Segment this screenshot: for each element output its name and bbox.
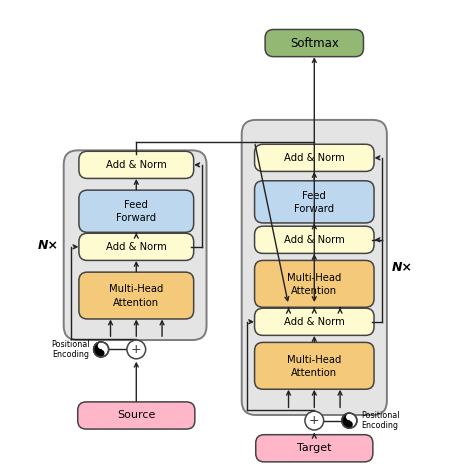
Text: Feed: Feed bbox=[302, 191, 326, 201]
FancyBboxPatch shape bbox=[255, 260, 374, 307]
Text: Multi-Head: Multi-Head bbox=[287, 273, 341, 283]
FancyBboxPatch shape bbox=[79, 151, 194, 178]
Text: Add & Norm: Add & Norm bbox=[106, 160, 167, 170]
Polygon shape bbox=[342, 413, 349, 428]
FancyBboxPatch shape bbox=[78, 402, 195, 429]
Text: Add & Norm: Add & Norm bbox=[284, 235, 345, 245]
Text: Forward: Forward bbox=[116, 213, 156, 223]
FancyBboxPatch shape bbox=[265, 29, 364, 57]
Text: +: + bbox=[131, 343, 142, 356]
FancyBboxPatch shape bbox=[242, 120, 387, 415]
Text: N×: N× bbox=[392, 261, 412, 274]
FancyBboxPatch shape bbox=[64, 150, 207, 340]
Text: +: + bbox=[309, 414, 319, 427]
Text: Forward: Forward bbox=[294, 204, 334, 214]
Circle shape bbox=[347, 422, 352, 427]
Text: Attention: Attention bbox=[291, 286, 337, 296]
Text: Add & Norm: Add & Norm bbox=[284, 153, 345, 163]
Text: Multi-Head: Multi-Head bbox=[287, 355, 341, 365]
FancyBboxPatch shape bbox=[255, 144, 374, 172]
Circle shape bbox=[127, 340, 146, 359]
Circle shape bbox=[99, 350, 104, 356]
Text: Attention: Attention bbox=[113, 298, 159, 308]
Text: Multi-Head: Multi-Head bbox=[109, 284, 164, 294]
FancyBboxPatch shape bbox=[255, 181, 374, 223]
FancyBboxPatch shape bbox=[255, 226, 374, 254]
Polygon shape bbox=[94, 342, 101, 357]
FancyBboxPatch shape bbox=[256, 435, 373, 462]
Circle shape bbox=[305, 411, 324, 430]
Text: Source: Source bbox=[117, 410, 155, 420]
Text: Positional
Encoding: Positional Encoding bbox=[361, 411, 400, 430]
Text: Softmax: Softmax bbox=[290, 36, 339, 50]
Text: Feed: Feed bbox=[124, 200, 148, 210]
FancyBboxPatch shape bbox=[79, 272, 194, 319]
Text: Add & Norm: Add & Norm bbox=[106, 242, 167, 252]
Circle shape bbox=[99, 343, 104, 348]
Circle shape bbox=[342, 413, 357, 428]
FancyBboxPatch shape bbox=[79, 233, 194, 260]
FancyBboxPatch shape bbox=[255, 308, 374, 336]
Text: Attention: Attention bbox=[291, 368, 337, 378]
FancyBboxPatch shape bbox=[79, 190, 194, 232]
FancyBboxPatch shape bbox=[255, 342, 374, 389]
Circle shape bbox=[94, 342, 109, 357]
Text: Positional
Encoding: Positional Encoding bbox=[51, 340, 90, 359]
Text: N×: N× bbox=[38, 239, 59, 252]
Text: Add & Norm: Add & Norm bbox=[284, 317, 345, 327]
Circle shape bbox=[347, 414, 352, 419]
Text: Target: Target bbox=[297, 443, 331, 453]
